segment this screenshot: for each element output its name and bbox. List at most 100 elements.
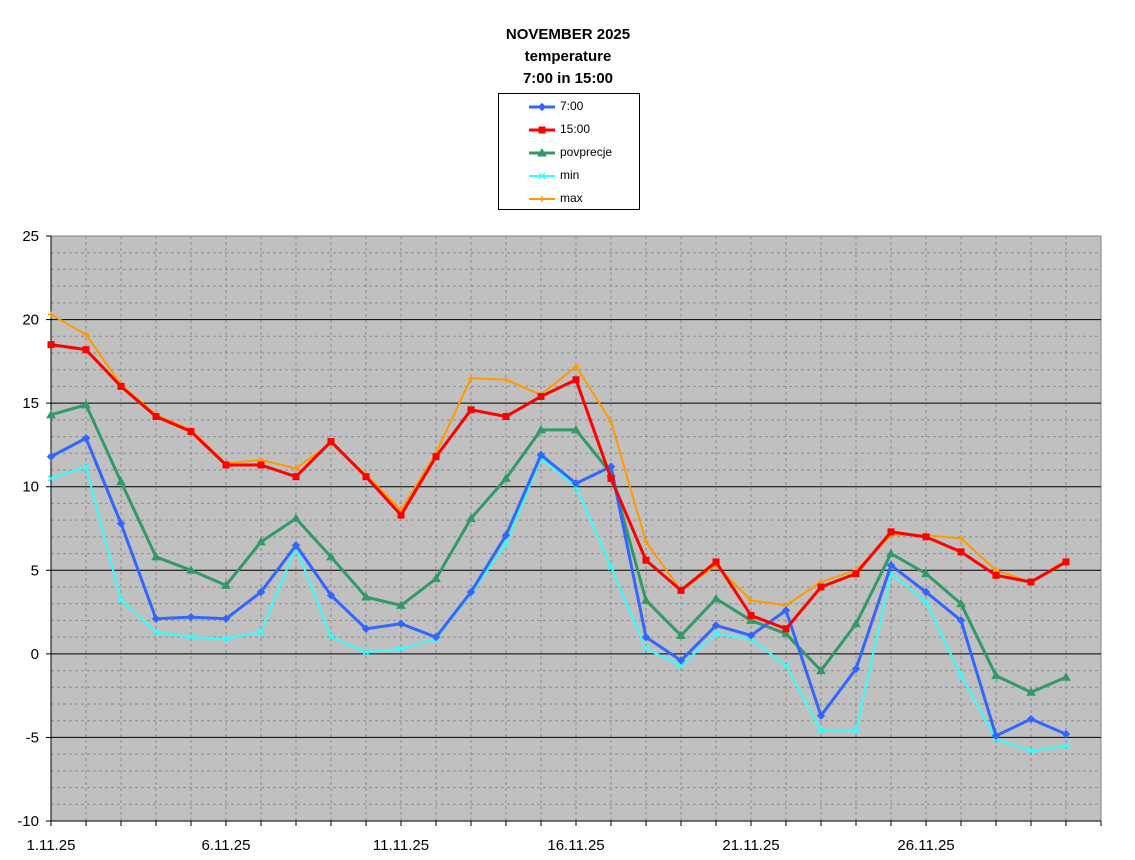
data-point-min: [397, 645, 405, 653]
data-point-7-00: [291, 541, 301, 550]
data-point-7-00: [956, 616, 966, 625]
data-point-povprecje: [851, 618, 861, 628]
data-point-15-00: [467, 406, 475, 414]
data-point-7-00: [606, 462, 616, 471]
data-point-povprecje: [1061, 672, 1071, 681]
data-point-max: [573, 363, 579, 370]
data-point-povprecje: [431, 573, 441, 583]
data-point-15-00: [82, 346, 90, 354]
data-point-7-00: [501, 530, 511, 540]
y-tick-label: 10: [22, 479, 39, 496]
data-point-povprecje: [501, 473, 511, 482]
data-point-max: [293, 465, 299, 472]
data-point-min: [362, 648, 370, 656]
data-point-15-00: [117, 382, 125, 390]
data-point-7-00: [536, 450, 546, 460]
legend-item-15-00: 15:00: [527, 120, 637, 140]
data-point-15-00: [397, 511, 405, 519]
legend-swatch-7-00: [529, 102, 555, 112]
data-point-povprecje: [746, 615, 756, 624]
legend-marker-max: [539, 196, 545, 202]
y-tick-label: 5: [31, 562, 39, 579]
data-point-15-00: [922, 533, 930, 541]
data-point-15-00: [607, 474, 615, 482]
data-point-min: [642, 645, 650, 653]
data-point-min: [922, 598, 930, 606]
data-point-povprecje: [921, 568, 931, 578]
series-line-povprecje: [50, 403, 1067, 694]
data-point-15-00: [47, 341, 55, 349]
series-line-min: [50, 457, 1067, 752]
data-point-15-00: [992, 571, 1000, 579]
data-point-povprecje: [676, 630, 686, 639]
legend-marker-7-00: [537, 102, 547, 112]
data-point-max: [83, 331, 89, 338]
data-point-7-00: [151, 614, 161, 623]
data-point-povprecje: [1026, 687, 1036, 696]
data-point-15-00: [152, 413, 160, 421]
chart-title-line-3: 7:00 in 15:00: [522, 70, 614, 87]
y-tick-label: 0: [31, 646, 39, 663]
data-point-15-00: [502, 413, 510, 421]
legend-label-povprecje: povprecje: [560, 145, 613, 159]
data-point-7-00: [571, 479, 581, 488]
data-point-15-00: [642, 556, 650, 564]
data-point-povprecje: [81, 399, 91, 409]
data-point-7-00: [676, 656, 686, 665]
data-point-max: [958, 535, 964, 542]
data-point-15-00: [292, 473, 300, 481]
data-point-7-00: [326, 591, 336, 600]
data-point-7-00: [851, 664, 861, 674]
legend-swatch-povprecje: [529, 147, 555, 157]
data-point-7-00: [256, 587, 266, 597]
data-point-povprecje: [186, 565, 196, 574]
data-point-min: [852, 727, 860, 735]
series-15-00: [47, 341, 1070, 633]
data-point-15-00: [362, 473, 370, 481]
legend-label-max: max: [560, 191, 583, 205]
y-tick-label: -5: [26, 729, 39, 746]
data-point-min: [1062, 742, 1070, 750]
data-point-max: [468, 375, 474, 382]
data-point-7-00: [466, 587, 476, 597]
legend-label-min: min: [560, 168, 580, 182]
data-point-15-00: [222, 461, 230, 469]
data-point-15-00: [782, 625, 790, 633]
legend-marker-povprecje: [537, 147, 547, 157]
data-point-15-00: [1027, 578, 1035, 586]
data-point-povprecje: [396, 600, 406, 609]
data-point-min: [47, 474, 55, 482]
x-tick-label: 11.11.25: [373, 837, 429, 854]
plot-area: [50, 235, 1102, 822]
data-point-15-00: [887, 528, 895, 536]
data-point-7-00: [186, 612, 196, 622]
y-tick-label: 15: [22, 395, 39, 412]
data-point-povprecje: [361, 592, 371, 601]
data-point-7-00: [221, 614, 231, 623]
data-point-7-00: [781, 606, 791, 615]
y-tick-label: -10: [17, 813, 39, 830]
data-point-7-00: [46, 452, 56, 461]
data-point-7-00: [81, 434, 91, 443]
data-point-7-00: [1061, 729, 1071, 739]
data-point-povprecje: [711, 593, 721, 603]
data-point-min: [957, 672, 965, 680]
data-point-7-00: [746, 631, 756, 640]
data-point-min: [1027, 747, 1035, 755]
y-tick-label: 20: [22, 312, 39, 329]
chart-title-line-1: NOVEMBER 2025: [505, 26, 631, 43]
data-point-7-00: [991, 731, 1001, 740]
legend-swatch-min: [529, 172, 555, 180]
data-point-min: [712, 630, 720, 638]
data-point-7-00: [816, 711, 826, 720]
data-point-max: [748, 597, 754, 604]
data-point-povprecje: [291, 513, 301, 522]
data-point-povprecje: [46, 409, 56, 419]
data-point-min: [607, 563, 615, 571]
legend-item-7-00: 7:00: [527, 97, 637, 117]
data-point-min: [257, 628, 265, 636]
data-point-15-00: [257, 461, 265, 469]
legend-swatch-max: [529, 196, 555, 202]
data-point-15-00: [537, 392, 545, 400]
data-point-min: [817, 727, 825, 735]
